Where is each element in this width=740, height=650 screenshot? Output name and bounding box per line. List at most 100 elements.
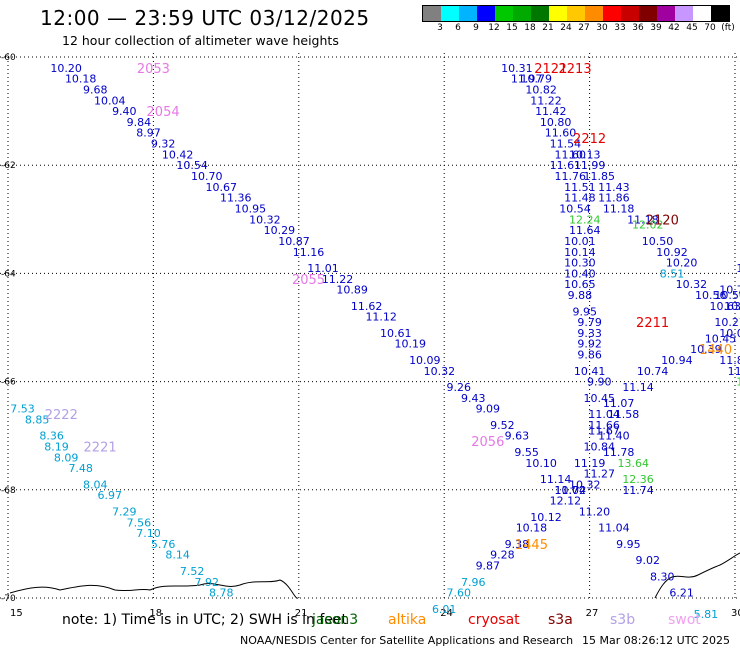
color-legend: 3 6 9 12 15 18 21 24 27 30 33 36 39 42 45 70 (ft) xyxy=(422,5,735,37)
wave-height-value: 11.48 xyxy=(564,192,596,205)
wave-height-value: 9.52 xyxy=(490,419,515,432)
wave-height-value: 9.95 xyxy=(616,538,641,551)
wave-height-value: 9.68 xyxy=(83,83,108,96)
wave-height-value: 11.51 xyxy=(564,181,596,194)
wave-height-value: 10.56 xyxy=(714,289,740,302)
wave-height-value: 8.36 xyxy=(39,430,64,443)
legend-label: 39 xyxy=(650,23,662,33)
wave-height-value: 11.20 xyxy=(579,505,611,518)
wave-height-value: 11.40 xyxy=(598,430,630,443)
wave-height-value: 9.32 xyxy=(151,138,176,151)
legend-label: 15 xyxy=(506,23,518,33)
wave-height-value: 8.30 xyxy=(650,570,675,583)
legend-label: 42 xyxy=(668,23,680,33)
wave-height-value: 9.28 xyxy=(490,549,515,562)
wave-height-value: 7.48 xyxy=(68,462,93,475)
legend-label: 30 xyxy=(596,23,608,33)
wave-height-value: 11.67 xyxy=(588,424,620,437)
x-tick-label: 18 xyxy=(149,608,162,619)
wave-height-value: 7.10 xyxy=(136,527,161,540)
wave-height-value: 10.56 xyxy=(695,289,727,302)
wave-height-value: 8.51 xyxy=(660,267,685,280)
wave-height-value: 11.85 xyxy=(584,170,616,183)
legend-swatch xyxy=(441,6,459,21)
wave-height-value: 7.29 xyxy=(112,505,137,518)
wave-height-value: 10.20 xyxy=(50,62,82,75)
wave-height-value: 10.01 xyxy=(719,327,740,340)
legend-swatch xyxy=(531,6,549,21)
coastline xyxy=(9,579,299,599)
wave-height-value: 9.90 xyxy=(587,376,612,389)
legend-label: 3 xyxy=(437,23,443,33)
wave-height-value: 6.01 xyxy=(432,603,457,616)
legend-swatch xyxy=(693,6,711,21)
legend-swatch xyxy=(549,6,567,21)
wave-height-value: 9.86 xyxy=(577,349,602,362)
legend-swatch xyxy=(423,6,441,21)
wave-height-value: 11.04 xyxy=(588,408,620,421)
wave-height-value: 11.64 xyxy=(569,224,601,237)
y-tick-label: -62 xyxy=(1,161,16,171)
wave-height-value: 12.02 xyxy=(632,219,664,232)
wave-height-value: 1 xyxy=(736,376,740,389)
wave-height-value: 10.31 xyxy=(501,62,533,75)
wave-height-value: 10.74 xyxy=(637,365,669,378)
wave-height-value: 10.19 xyxy=(395,338,427,351)
legend-label: (ft) xyxy=(721,23,735,33)
y-tick-label: -66 xyxy=(1,378,16,388)
legend-swatch xyxy=(477,6,495,21)
footnote: note: 1) Time is in UTC; 2) SWH is in fe… xyxy=(62,612,348,628)
wave-height-value: 10.92 xyxy=(656,246,688,259)
x-tick-label: 15 xyxy=(10,608,23,619)
wave-height-value: 11.43 xyxy=(598,181,630,194)
wave-height-value: 9.79 xyxy=(577,316,602,329)
satellite-s3a: s3a xyxy=(548,612,573,628)
wave-height-value: 13.64 xyxy=(617,457,649,470)
wave-height-value: 9.02 xyxy=(636,554,661,567)
pass-time-label: 2054 xyxy=(147,105,180,120)
wave-height-value: 11.14 xyxy=(540,473,572,486)
legend-label: 6 xyxy=(455,23,461,33)
wave-height-value: 8.85 xyxy=(25,413,50,426)
wave-height-value: 10.54 xyxy=(559,202,591,215)
wave-height-value: 11.60 xyxy=(554,148,586,161)
wave-height-value: 9.26 xyxy=(446,381,471,394)
wave-height-value: 11.14 xyxy=(622,381,654,394)
wave-height-value: 9.43 xyxy=(461,392,486,405)
wave-height-value: 10.32 xyxy=(569,478,601,491)
pass-time-label: 2212 xyxy=(573,132,606,147)
wave-height-value: 9.92 xyxy=(577,338,602,351)
credit-line: NOAA/NESDIS Center for Satellite Applica… xyxy=(240,634,574,647)
legend-swatch xyxy=(639,6,657,21)
wave-height-value: 11.18 xyxy=(627,213,659,226)
wave-height-value: 10.50 xyxy=(642,235,674,248)
pass-time-label: 2211 xyxy=(636,316,669,331)
legend-label: 27 xyxy=(578,23,590,33)
wave-height-value: 11.60 xyxy=(545,127,577,140)
legend-swatch xyxy=(567,6,585,21)
wave-height-value: 9.88 xyxy=(568,289,593,302)
wave-height-value: 7.96 xyxy=(461,576,486,589)
legend-swatch xyxy=(513,6,531,21)
wave-height-value: 10.48 xyxy=(724,300,740,313)
wave-height-value: 11.16 xyxy=(293,246,325,259)
pass-time-label: 2053 xyxy=(137,62,170,77)
x-tick-label: 27 xyxy=(586,608,599,619)
wave-height-value: 10.41 xyxy=(574,365,606,378)
pass-time-label: 2056 xyxy=(471,435,504,450)
wave-height-value: 10.65 xyxy=(564,278,596,291)
altimeter-passes: 10.2010.189.6810.049.409.848.979.3210.42… xyxy=(10,62,740,621)
legend-label: 12 xyxy=(488,23,500,33)
wave-height-value: 10.84 xyxy=(584,441,616,454)
legend-color-bar xyxy=(422,5,730,22)
wave-height-value: 11.74 xyxy=(554,484,586,497)
axis-labels: 15 18 21 24 27 30 -60 -62 -64 -66 -68 -70 xyxy=(1,53,740,619)
wave-height-value: 12.24 xyxy=(569,213,601,226)
wave-height-value: 7.92 xyxy=(194,576,219,589)
wave-height-value: 10.54 xyxy=(176,159,208,172)
pass-time-label: 2120 xyxy=(646,213,679,228)
wave-height-value: 10.79 xyxy=(521,73,553,86)
wave-height-value: 9.33 xyxy=(577,327,602,340)
